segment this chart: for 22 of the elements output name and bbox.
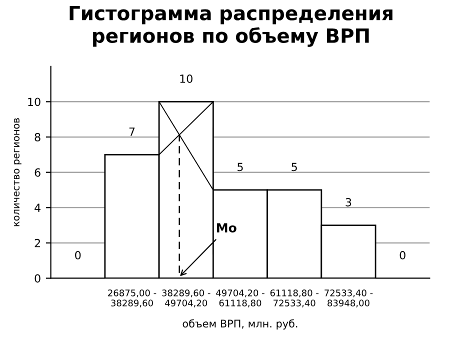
x-axis-title: объем ВРП, млн. руб. — [182, 319, 298, 330]
data-label: 0 — [75, 251, 81, 260]
y-tick-label: 0 — [34, 274, 40, 283]
chart-title: Гистограмма распределения регионов по объему ВРП — [70, 6, 392, 47]
data-label: 0 — [400, 251, 406, 260]
y-tick-label: 6 — [34, 168, 40, 177]
x-tick-label: 61118,80 - 72533,40 — [270, 289, 319, 308]
data-label: 3 — [346, 198, 352, 206]
data-label: 5 — [238, 162, 243, 172]
y-tick-label: 10 — [28, 98, 40, 106]
x-tick-label: 38289,60 - 49704,20 — [162, 289, 210, 308]
x-tick-label: 26875,00 - 38289,60 — [108, 289, 156, 308]
y-tick-label: 8 — [34, 132, 40, 142]
data-label: 10 — [180, 74, 192, 83]
y-axis-title: количество регионов — [14, 118, 22, 226]
y-tick-label: 2 — [34, 238, 40, 248]
x-tick-label: 49704,20 - 61118,80 — [216, 289, 264, 308]
y-tick-label: 4 — [34, 204, 40, 212]
data-label: 7 — [129, 128, 135, 136]
annotation: Mo — [217, 223, 236, 233]
x-tick-label: 72533,40 - 83948,00 — [324, 289, 373, 308]
data-label: 5 — [292, 162, 297, 172]
